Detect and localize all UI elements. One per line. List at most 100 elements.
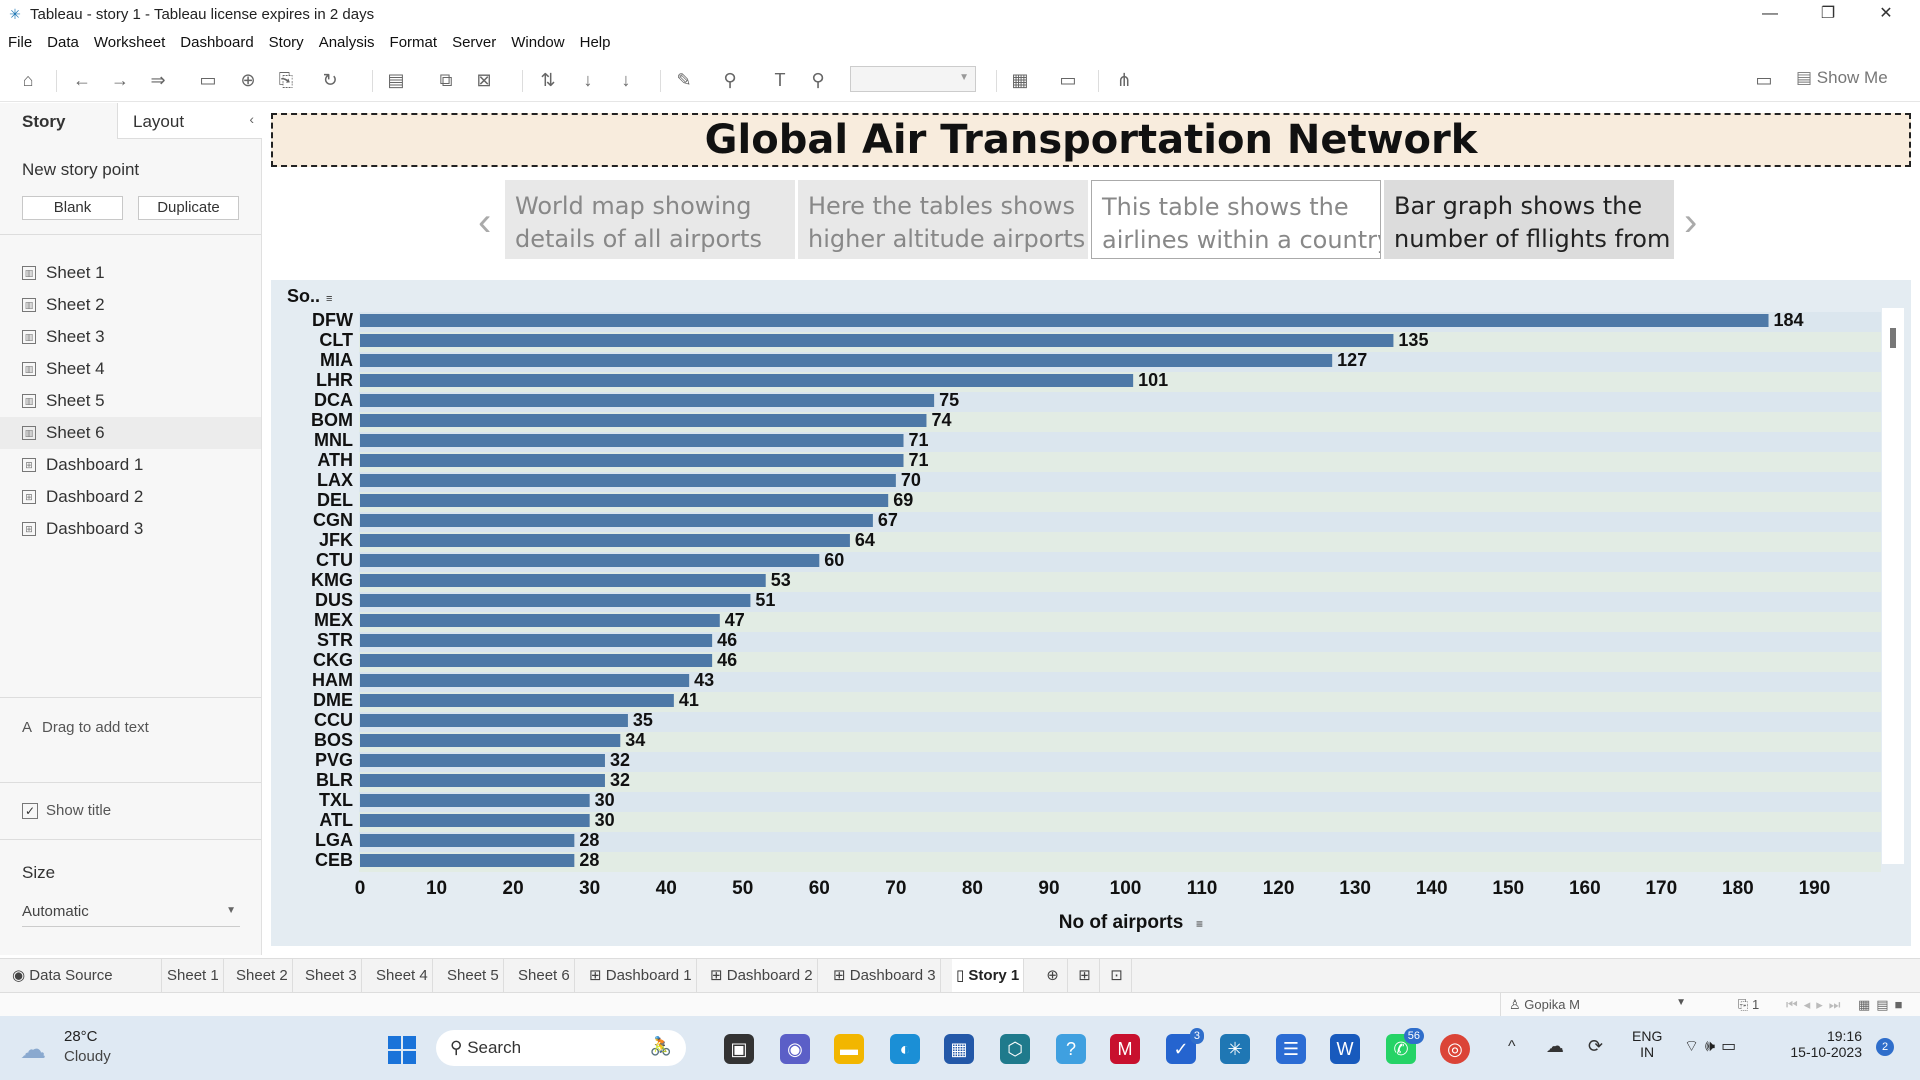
clock[interactable]: 19:16 15-10-2023 <box>1782 1028 1862 1060</box>
fit-icon[interactable]: ▦ <box>1011 70 1029 90</box>
dashboard-item-1[interactable]: ⊞ Dashboard 1 <box>0 449 261 481</box>
group-icon[interactable]: ⚲ <box>723 70 737 90</box>
view-mode-icons[interactable]: ▦▤■ <box>1858 997 1909 1012</box>
tab-sheet-3[interactable]: Sheet 3 <box>301 959 362 993</box>
tab-story-1[interactable]: ▯ Story 1 <box>952 959 1025 993</box>
undo-icon[interactable]: ← <box>73 70 91 90</box>
word-icon[interactable]: W <box>1330 1034 1360 1064</box>
scrollbar-thumb[interactable] <box>1890 328 1896 348</box>
swap-icon[interactable]: ⇅ <box>540 70 556 90</box>
tooltip-icon[interactable]: ▭ <box>1755 70 1773 90</box>
taskbar-search-box[interactable]: ⚲ Search 🚴 <box>436 1030 686 1066</box>
menu-dashboard[interactable]: Dashboard <box>180 33 254 51</box>
story-point-1[interactable]: World map showing details of all airport… <box>505 180 795 259</box>
size-dropdown[interactable]: Automatic ▼ <box>22 903 240 927</box>
page-navigation[interactable]: ⏮◂▸⏭ <box>1786 997 1847 1012</box>
file-explorer-icon[interactable]: ▬ <box>834 1034 864 1064</box>
tableau-taskbar-icon[interactable]: ✳ <box>1220 1034 1250 1064</box>
sheet-item-2[interactable]: ▥ Sheet 2 <box>0 289 261 321</box>
onedrive-icon[interactable]: ☁ <box>1546 1036 1564 1056</box>
collapse-panel-icon[interactable]: ‹ <box>249 111 254 127</box>
mcafee-icon[interactable]: M <box>1110 1034 1140 1064</box>
story-point-3[interactable]: This table shows the airlines within a c… <box>1091 180 1381 259</box>
clear-sheet-icon[interactable]: ⊠ <box>476 70 492 90</box>
sheet-item-3[interactable]: ▥ Sheet 3 <box>0 321 261 353</box>
show-me-button[interactable]: ▤ Show Me <box>1796 68 1888 87</box>
story-point-4[interactable]: Bar graph shows the number of fllights f… <box>1384 180 1674 259</box>
story-title[interactable]: Global Air Transportation Network <box>271 113 1911 167</box>
minimize-button[interactable]: — <box>1762 5 1778 22</box>
weather-desc[interactable]: Cloudy <box>64 1048 111 1065</box>
redo-icon[interactable]: → <box>111 70 129 90</box>
whatsapp-icon[interactable]: ✆ 56 <box>1386 1028 1424 1064</box>
sync-icon[interactable]: ⟳ <box>1588 1036 1604 1056</box>
new-worksheet-icon[interactable]: ▤ <box>387 70 405 90</box>
tab-dashboard-3[interactable]: ⊞ Dashboard 3 <box>829 959 941 993</box>
menu-help[interactable]: Help <box>579 33 611 51</box>
system-tray-icons[interactable]: ⌔🕪▭ <box>1684 1036 1742 1056</box>
save-icon[interactable]: ▭ <box>199 70 217 90</box>
menu-window[interactable]: Window <box>511 33 565 51</box>
menu-worksheet[interactable]: Worksheet <box>93 33 166 51</box>
helper-app-icon[interactable]: ? <box>1056 1034 1086 1064</box>
task-view-icon[interactable]: ▣ <box>724 1034 754 1064</box>
windows-start-icon[interactable] <box>388 1036 416 1064</box>
dashboard-item-3[interactable]: ⊞ Dashboard 3 <box>0 513 261 545</box>
share-icon[interactable]: ⋔ <box>1116 70 1132 90</box>
refresh-icon[interactable]: ↻ <box>322 70 338 90</box>
tab-sheet-4[interactable]: Sheet 4 <box>372 959 433 993</box>
new-data-source-icon[interactable]: ⊕ <box>240 70 256 90</box>
sheet-item-4[interactable]: ▥ Sheet 4 <box>0 353 261 385</box>
tab-sheet-1[interactable]: Sheet 1 <box>163 959 224 993</box>
replay-icon[interactable]: ⇒ <box>150 70 166 90</box>
tab-sheet-2[interactable]: Sheet 2 <box>232 959 293 993</box>
menu-server[interactable]: Server <box>452 33 497 51</box>
highlight-icon[interactable]: ✎ <box>676 70 692 90</box>
menu-file[interactable]: File <box>8 33 33 51</box>
tab-data-source[interactable]: ◉ Data Source <box>8 959 162 993</box>
tab-dashboard-1[interactable]: ⊞ Dashboard 1 <box>585 959 697 993</box>
pause-updates-icon[interactable]: ⎘ <box>278 70 294 90</box>
teams-icon[interactable]: ◉ <box>780 1034 810 1064</box>
new-dashboard-tab-icon[interactable]: ⊞ <box>1070 959 1100 993</box>
fit-dropdown[interactable]: ▼ <box>850 66 976 92</box>
tab-sheet-5[interactable]: Sheet 5 <box>443 959 504 993</box>
chrome-icon[interactable]: ◎ <box>1440 1034 1470 1064</box>
chart-scrollbar[interactable] <box>1882 308 1904 864</box>
menu-format[interactable]: Format <box>389 33 438 51</box>
restore-button[interactable]: ❐ <box>1820 5 1836 22</box>
show-title-checkbox[interactable]: ✓ Show title <box>22 802 111 819</box>
close-button[interactable]: ✕ <box>1879 5 1893 22</box>
notification-count-badge[interactable]: 2 <box>1876 1038 1894 1056</box>
duplicate-icon[interactable]: ⧉ <box>439 70 453 90</box>
dashboard-item-2[interactable]: ⊞ Dashboard 2 <box>0 481 261 513</box>
user-selector[interactable]: ♙ Gopika M ▼ <box>1500 993 1696 1016</box>
blank-button[interactable]: Blank <box>22 196 123 220</box>
weather-temp[interactable]: 28°C <box>64 1028 98 1045</box>
menu-story[interactable]: Story <box>268 33 304 51</box>
pin-icon[interactable]: ⚲ <box>811 70 825 90</box>
next-story-point-icon[interactable]: › <box>1684 200 1698 244</box>
story-point-2[interactable]: Here the tables shows higher altitude ai… <box>798 180 1088 259</box>
menu-analysis[interactable]: Analysis <box>318 33 375 51</box>
microsoft-store-icon[interactable]: ▦ <box>944 1034 974 1064</box>
tab-story[interactable]: Story <box>0 103 117 139</box>
notepad-icon[interactable]: ☰ <box>1276 1034 1306 1064</box>
tab-dashboard-2[interactable]: ⊞ Dashboard 2 <box>706 959 818 993</box>
app-icon[interactable]: ⬡ <box>1000 1034 1030 1064</box>
todo-icon[interactable]: ✓ 3 <box>1166 1028 1204 1064</box>
new-story-tab-icon[interactable]: ⊡ <box>1102 959 1132 993</box>
sheet-item-1[interactable]: ▥ Sheet 1 <box>0 257 261 289</box>
sort-descending-icon[interactable]: ↓ <box>621 70 631 90</box>
tab-sheet-6[interactable]: Sheet 6 <box>514 959 575 993</box>
presentation-icon[interactable]: ▭ <box>1059 70 1077 90</box>
menu-data[interactable]: Data <box>47 33 79 51</box>
new-worksheet-tab-icon[interactable]: ⊕ <box>1038 959 1068 993</box>
previous-story-point-icon[interactable]: ‹ <box>478 200 492 244</box>
chevron-up-icon[interactable]: ^ <box>1508 1038 1516 1055</box>
language-indicator[interactable]: ENG IN <box>1632 1028 1662 1060</box>
sheet-item-5[interactable]: ▥ Sheet 5 <box>0 385 261 417</box>
sheet-item-6[interactable]: ▥ Sheet 6 <box>0 417 261 449</box>
tab-layout[interactable]: Layout ‹ <box>117 103 262 139</box>
sort-ascending-icon[interactable]: ↓ <box>583 70 593 90</box>
